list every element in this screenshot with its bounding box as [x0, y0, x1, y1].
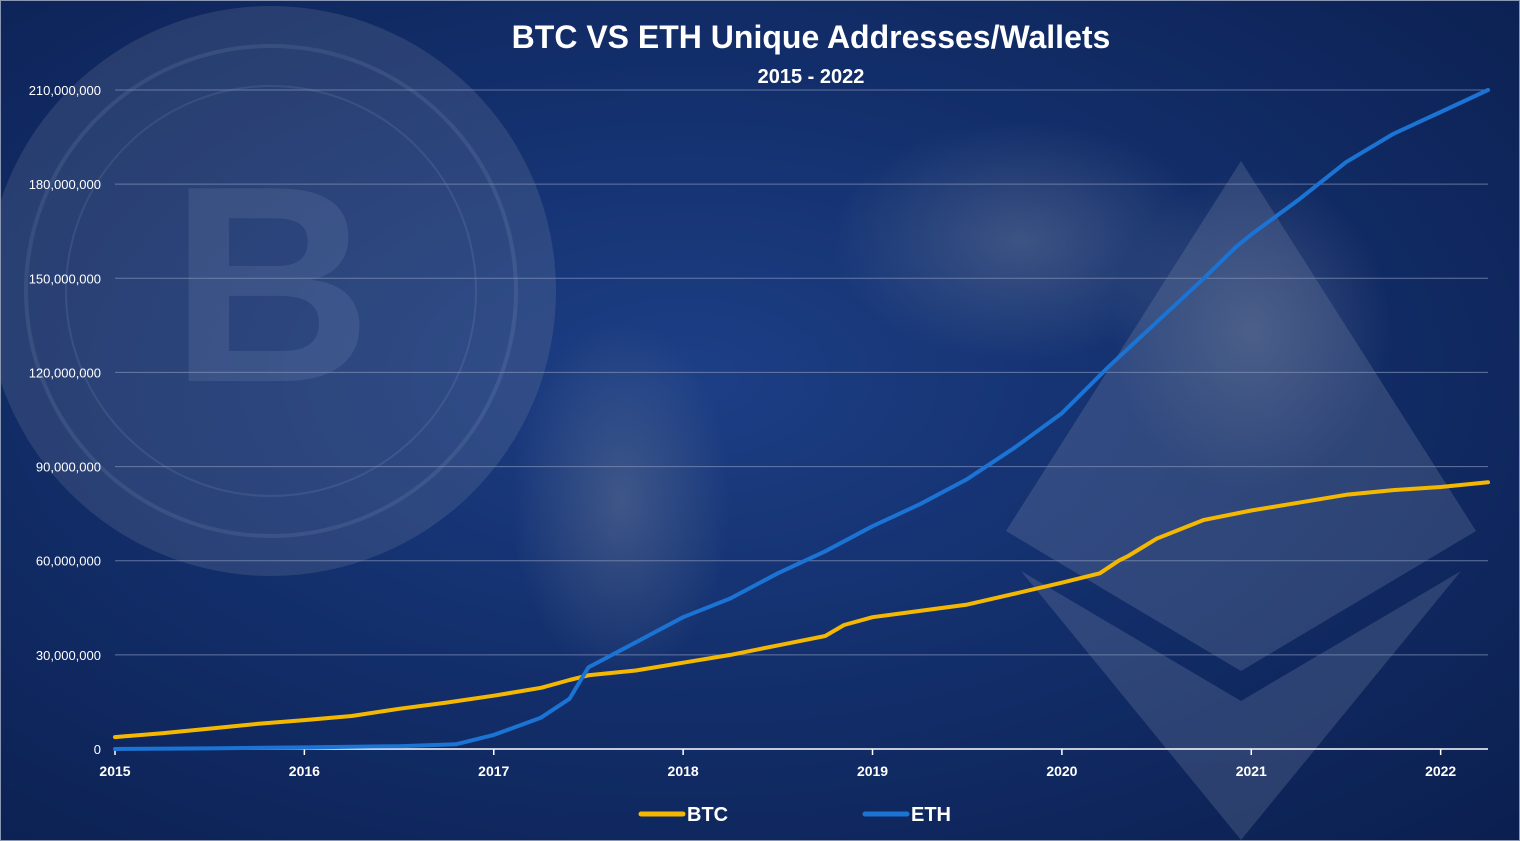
- x-tick-label: 2022: [1425, 763, 1456, 779]
- x-tick-label: 2018: [668, 763, 699, 779]
- y-tick-label: 0: [94, 742, 101, 757]
- legend-btc-label: BTC: [687, 804, 728, 826]
- series-lines: [113, 88, 1490, 751]
- x-axis-ticks: 2015 2016 2017 2018 2019 2020 2021 2022: [99, 748, 1488, 779]
- legend: BTC ETH: [638, 804, 951, 826]
- x-tick-label: 2015: [99, 763, 130, 779]
- bitcoin-coin-background-icon: B: [1, 6, 556, 576]
- x-tick-label: 2017: [478, 763, 509, 779]
- x-tick-label: 2019: [857, 763, 888, 779]
- y-tick-label: 150,000,000: [29, 271, 101, 286]
- svg-text:B: B: [170, 129, 372, 441]
- series-line-btc: [113, 480, 1490, 740]
- y-tick-label: 60,000,000: [36, 554, 101, 569]
- y-axis-ticks: 0 30,000,000 60,000,000 90,000,000 120,000,0…: [29, 83, 101, 757]
- gridlines: [115, 89, 1488, 656]
- x-tick-label: 2021: [1236, 763, 1267, 779]
- y-tick-label: 120,000,000: [29, 365, 101, 380]
- chart-title: BTC VS ETH Unique Addresses/Wallets: [512, 19, 1111, 55]
- y-tick-label: 210,000,000: [29, 83, 101, 98]
- series-line-eth: [113, 88, 1490, 751]
- y-tick-label: 30,000,000: [36, 648, 101, 663]
- y-tick-label: 90,000,000: [36, 460, 101, 475]
- smoke-background: [511, 121, 1391, 681]
- x-tick-label: 2020: [1046, 763, 1077, 779]
- legend-eth-label: ETH: [911, 804, 951, 826]
- y-tick-label: 180,000,000: [29, 177, 101, 192]
- x-tick-label: 2016: [289, 763, 320, 779]
- chart-subtitle: 2015 - 2022: [758, 66, 865, 88]
